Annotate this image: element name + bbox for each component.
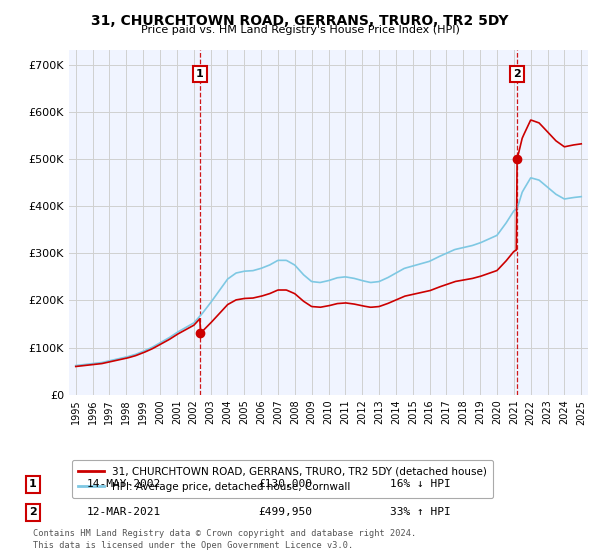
Text: 1: 1 (29, 479, 37, 489)
Text: 31, CHURCHTOWN ROAD, GERRANS, TRURO, TR2 5DY: 31, CHURCHTOWN ROAD, GERRANS, TRURO, TR2… (91, 14, 509, 28)
Legend: 31, CHURCHTOWN ROAD, GERRANS, TRURO, TR2 5DY (detached house), HPI: Average pric: 31, CHURCHTOWN ROAD, GERRANS, TRURO, TR2… (71, 460, 493, 498)
Text: 2: 2 (513, 69, 521, 79)
Text: 33% ↑ HPI: 33% ↑ HPI (390, 507, 451, 517)
Text: Contains HM Land Registry data © Crown copyright and database right 2024.
This d: Contains HM Land Registry data © Crown c… (33, 529, 416, 550)
Text: 1: 1 (196, 69, 204, 79)
Text: 14-MAY-2002: 14-MAY-2002 (87, 479, 161, 489)
Text: 16% ↓ HPI: 16% ↓ HPI (390, 479, 451, 489)
Text: £499,950: £499,950 (258, 507, 312, 517)
Text: £130,000: £130,000 (258, 479, 312, 489)
Text: 2: 2 (29, 507, 37, 517)
Text: Price paid vs. HM Land Registry's House Price Index (HPI): Price paid vs. HM Land Registry's House … (140, 25, 460, 35)
Text: 12-MAR-2021: 12-MAR-2021 (87, 507, 161, 517)
